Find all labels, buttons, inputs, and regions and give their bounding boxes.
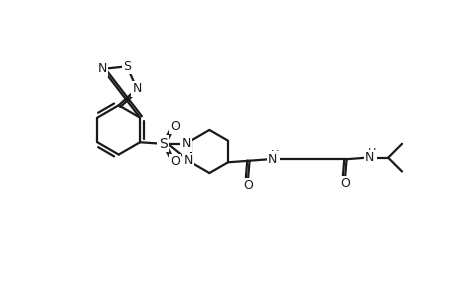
Text: O: O	[169, 120, 179, 133]
Text: O: O	[339, 177, 349, 190]
Text: O: O	[169, 155, 179, 168]
Text: N: N	[268, 153, 277, 166]
Text: S: S	[158, 137, 167, 151]
Text: H: H	[367, 148, 375, 158]
Text: S: S	[123, 60, 131, 73]
Text: O: O	[242, 179, 252, 192]
Text: N: N	[181, 137, 190, 150]
Text: H: H	[270, 150, 279, 160]
Text: N: N	[98, 62, 107, 75]
Text: N: N	[132, 82, 141, 95]
Text: N: N	[364, 151, 374, 164]
Text: N: N	[183, 154, 193, 167]
